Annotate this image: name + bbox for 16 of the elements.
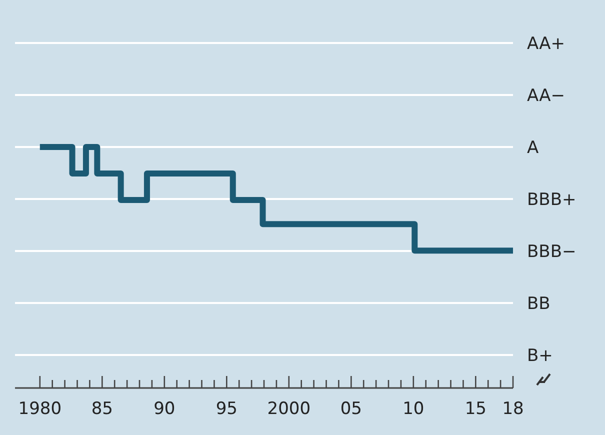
text: BBB+	[527, 190, 576, 210]
text: BB	[527, 294, 550, 314]
text: AA−	[527, 86, 565, 106]
x-tick-label: 15	[464, 399, 486, 420]
text: BBB−	[527, 242, 576, 262]
x-tick-label: 90	[154, 399, 176, 420]
x-tick-label: 10	[402, 399, 424, 420]
x-tick-label: 85	[91, 399, 113, 420]
x-tick-label: 95	[216, 399, 238, 420]
text: B+	[527, 346, 553, 366]
x-tick-label: 1980	[18, 399, 62, 420]
x-tick-label: 18	[502, 399, 524, 420]
text: A	[527, 138, 539, 158]
x-tick-label: 2000	[267, 399, 311, 420]
text: AA+	[527, 34, 565, 54]
x-tick-label: 05	[340, 399, 362, 420]
